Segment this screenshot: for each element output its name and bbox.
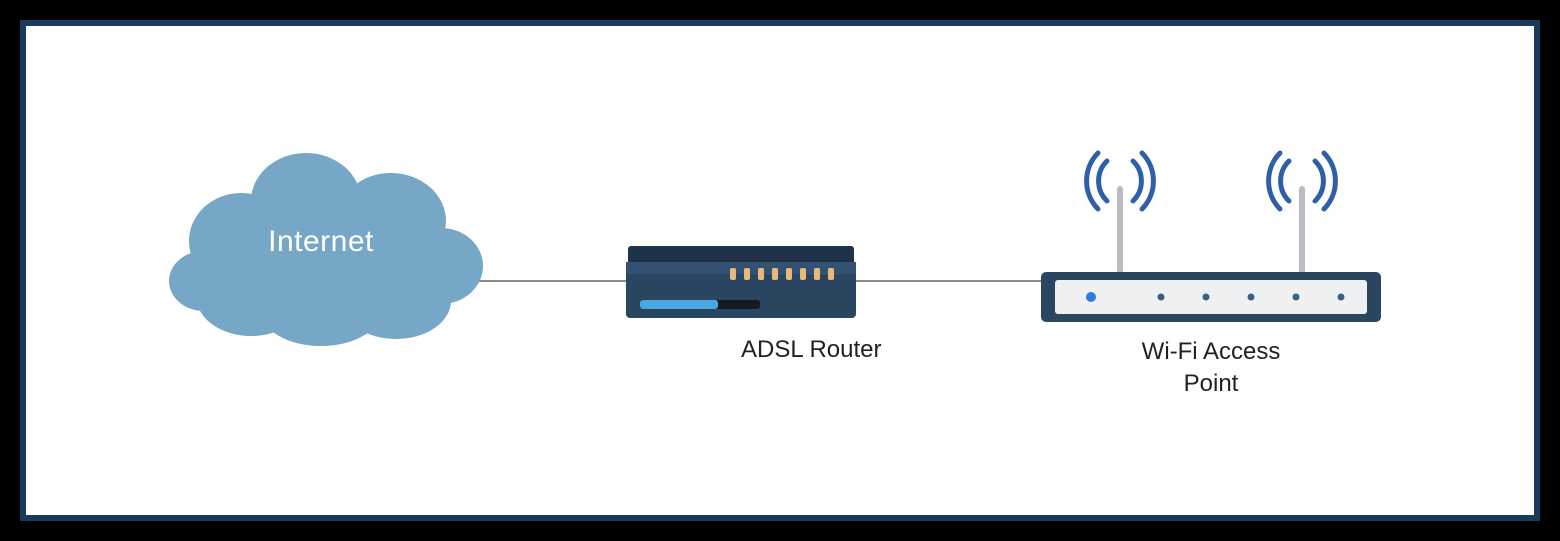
diagram-canvas: Internet xyxy=(26,26,1534,515)
diagram-frame: Internet xyxy=(20,20,1540,521)
node-access-point xyxy=(1041,126,1381,326)
node-internet: Internet xyxy=(156,146,486,346)
node-access-point-label: Wi-Fi Access Point xyxy=(1142,336,1281,401)
node-router xyxy=(626,246,856,321)
router-icon xyxy=(626,246,856,321)
node-internet-label: Internet xyxy=(268,225,374,259)
wifi-ap-icon xyxy=(1041,126,1381,326)
edge-router-ap xyxy=(854,280,1046,282)
